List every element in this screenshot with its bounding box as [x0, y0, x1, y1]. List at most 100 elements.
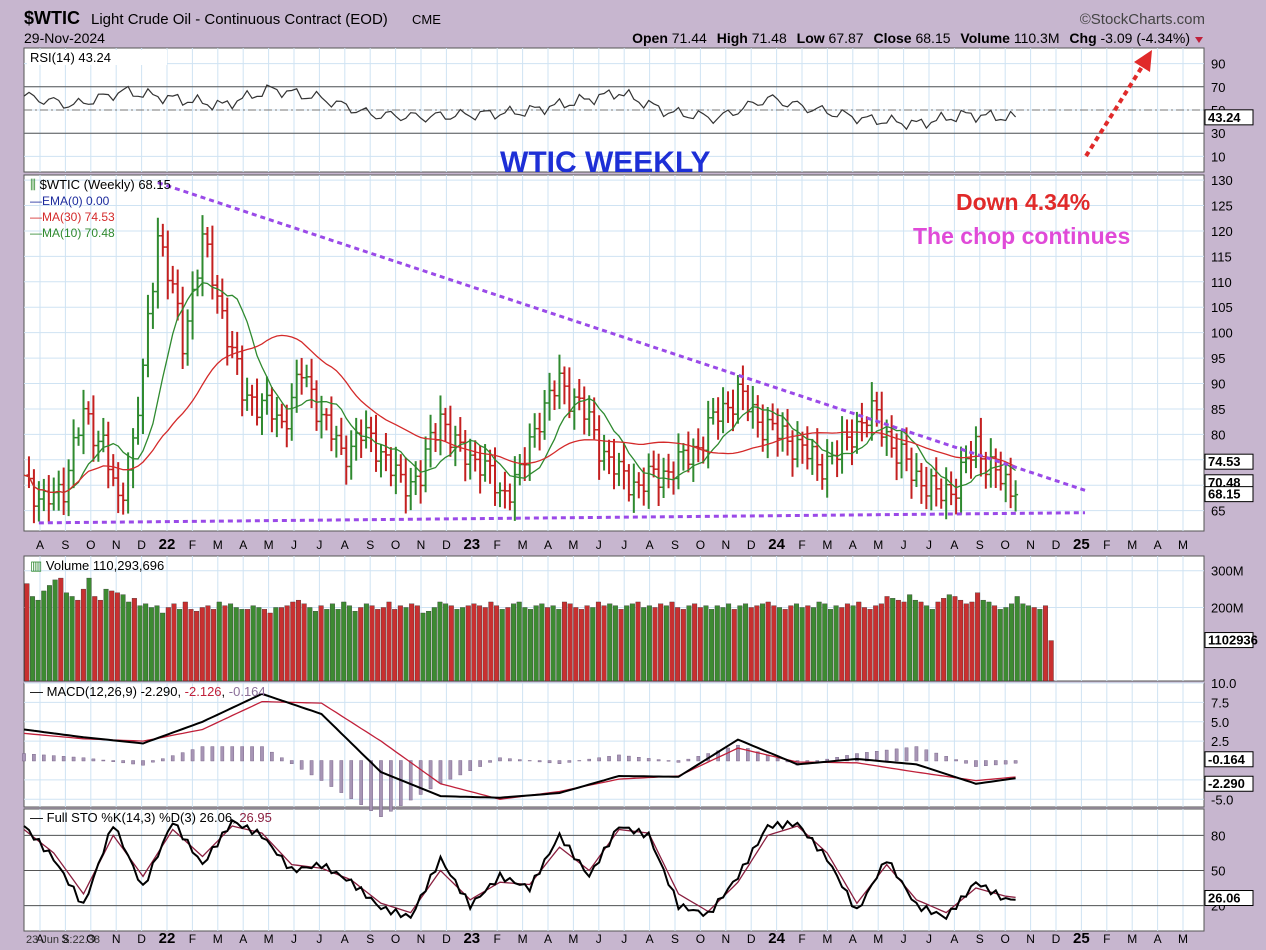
volume-bar — [250, 605, 256, 682]
header-exchange: CME — [412, 12, 441, 27]
time-label-bottom: S — [61, 932, 69, 945]
macd-histogram-bar — [121, 760, 125, 764]
volume-bar — [1003, 607, 1009, 682]
volume-bar — [199, 607, 205, 682]
volume-label: Volume — [960, 30, 1010, 46]
time-label-bottom: M — [264, 932, 274, 945]
low-label: Low — [797, 30, 825, 46]
macd-histogram-bar — [22, 753, 26, 762]
price-title-text: $WTIC (Weekly) 68.15 — [40, 177, 171, 192]
volume-bar — [52, 579, 58, 682]
macd-histogram-bar — [537, 760, 542, 763]
last-price-label-box — [1204, 486, 1254, 503]
time-label-bottom: A — [544, 932, 552, 945]
price-tick-label: 110 — [1211, 275, 1232, 290]
volume-bar — [397, 605, 403, 682]
time-label-bottom: J — [316, 932, 322, 945]
time-label: J — [291, 538, 297, 552]
volume-bar — [335, 609, 341, 682]
macd-histogram-bar — [220, 746, 225, 762]
volume-bar — [810, 607, 816, 682]
annotation-chop: The chop continues — [913, 223, 1130, 249]
time-label-bottom: M — [1127, 932, 1137, 945]
macd-histogram-bar — [299, 760, 304, 770]
volume-bar — [782, 609, 788, 682]
chg-label: Chg — [1069, 30, 1096, 46]
volume-bar — [714, 605, 720, 682]
volume-bar — [182, 601, 188, 682]
macd-histogram-bar — [993, 760, 998, 766]
open-label: Open — [632, 30, 668, 46]
macd-value-label-box — [1204, 775, 1254, 792]
macd-histogram-bar — [180, 752, 185, 762]
volume-bar — [511, 603, 517, 682]
time-label: A — [36, 538, 44, 552]
volume-bar — [958, 599, 964, 682]
rsi-title-bg — [27, 50, 167, 65]
time-label-bottom: M — [822, 932, 832, 945]
time-label: M — [213, 538, 223, 552]
volume-bar — [284, 605, 290, 682]
volume-bar — [533, 605, 539, 682]
volume-bar — [205, 605, 211, 682]
candle-icon: ⫼ — [30, 177, 36, 192]
time-label-bottom: S — [366, 932, 374, 945]
price-title: ⫼ $WTIC (Weekly) 68.15 — [30, 177, 171, 192]
time-label: M — [264, 538, 274, 552]
volume-bar — [912, 599, 918, 682]
time-label-bottom: A — [849, 932, 857, 945]
volume-bar — [624, 605, 630, 682]
time-label-bottom: F — [494, 932, 501, 945]
volume-bar — [24, 583, 30, 682]
volume-bar — [539, 603, 545, 682]
time-label-bottom: M — [213, 932, 223, 945]
price-tick-label: 95 — [1211, 351, 1225, 366]
volume-value-label: 1102936 — [1208, 633, 1258, 648]
time-label: S — [671, 538, 679, 552]
down-arrow-icon — [1195, 37, 1203, 43]
volume-bar — [844, 603, 850, 682]
volume-bar — [556, 609, 562, 682]
volume-bar — [929, 609, 935, 682]
volume-bar — [341, 601, 347, 682]
time-label: 23 — [463, 536, 480, 553]
time-label-bottom: M — [568, 932, 578, 945]
volume-bar — [663, 605, 669, 682]
high-label: High — [717, 30, 748, 46]
volume-bar — [267, 612, 273, 682]
macd-histogram-bar — [458, 760, 463, 776]
macd-histogram-bar — [716, 750, 720, 762]
time-label: M — [518, 538, 528, 552]
volume-bar — [692, 603, 698, 682]
volume-bar — [109, 590, 115, 682]
macd-histogram-bar — [874, 751, 879, 762]
volume-bar — [295, 599, 301, 682]
macd-histogram-bar — [111, 760, 116, 762]
time-label-bottom: F — [1103, 932, 1110, 945]
volume-bar — [69, 596, 75, 682]
macd-histogram-bar — [190, 749, 195, 762]
macd-histogram-bar — [369, 760, 373, 811]
macd-histogram-bar — [974, 760, 978, 767]
volume-bar — [584, 605, 590, 682]
macd-histogram-bar — [151, 760, 155, 763]
volume-bar — [856, 601, 862, 682]
volume-bar — [392, 609, 398, 682]
macd-histogram-bar — [498, 757, 502, 762]
volume-tick-label: 200M — [1211, 600, 1244, 615]
time-label: D — [1052, 538, 1061, 552]
volume-bar — [443, 603, 449, 682]
macd-histogram-bar — [775, 757, 780, 762]
macd-title: — MACD(12,26,9) -2.290, -2.126, -0.164 — [30, 684, 266, 699]
time-label-bottom: D — [137, 932, 146, 945]
volume-bar — [720, 607, 726, 682]
volume-bar — [788, 605, 794, 682]
time-label-bottom: 22 — [159, 930, 176, 945]
time-label-bottom: D — [747, 932, 756, 945]
time-label: A — [341, 538, 349, 552]
volume-bar — [120, 594, 126, 682]
time-label-bottom: O — [86, 932, 95, 945]
volume-bar — [1020, 603, 1026, 682]
close-label: Close — [873, 30, 911, 46]
